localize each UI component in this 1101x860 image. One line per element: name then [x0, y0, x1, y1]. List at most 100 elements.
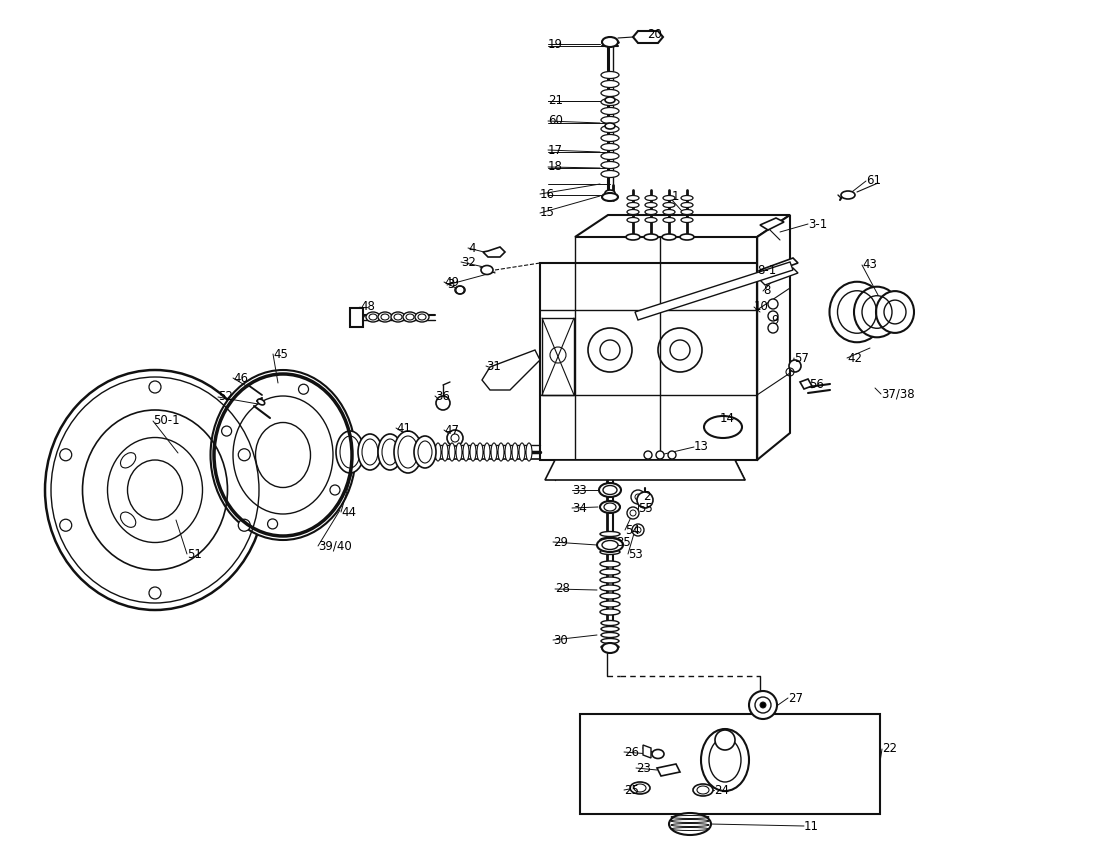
Ellipse shape — [663, 210, 675, 214]
Polygon shape — [539, 263, 757, 460]
Ellipse shape — [498, 443, 504, 461]
Text: 35: 35 — [615, 536, 631, 549]
Text: 26: 26 — [624, 746, 639, 759]
Ellipse shape — [602, 193, 618, 201]
Ellipse shape — [669, 813, 711, 835]
Ellipse shape — [601, 126, 619, 132]
Ellipse shape — [120, 512, 135, 527]
Ellipse shape — [663, 218, 675, 223]
Ellipse shape — [704, 416, 742, 438]
Text: 42: 42 — [847, 352, 862, 365]
Text: 20: 20 — [647, 28, 662, 40]
Text: 50-1: 50-1 — [153, 415, 179, 427]
Circle shape — [268, 519, 277, 529]
Text: 52: 52 — [218, 390, 233, 403]
Ellipse shape — [602, 643, 618, 653]
Text: 49: 49 — [444, 275, 459, 288]
Text: 43: 43 — [862, 259, 876, 272]
Ellipse shape — [626, 195, 639, 200]
Ellipse shape — [477, 443, 483, 461]
Text: 14: 14 — [720, 411, 735, 425]
Ellipse shape — [662, 234, 676, 240]
Ellipse shape — [481, 266, 493, 274]
Ellipse shape — [435, 443, 442, 461]
Ellipse shape — [456, 443, 462, 461]
Ellipse shape — [366, 312, 380, 322]
Text: 31: 31 — [486, 359, 501, 372]
Ellipse shape — [449, 443, 455, 461]
Text: 45: 45 — [273, 347, 287, 360]
Text: 37/38: 37/38 — [881, 388, 915, 401]
Ellipse shape — [663, 202, 675, 207]
Ellipse shape — [505, 443, 511, 461]
Ellipse shape — [491, 443, 497, 461]
Circle shape — [447, 430, 464, 446]
Ellipse shape — [601, 162, 619, 169]
Text: 34: 34 — [573, 501, 587, 514]
Circle shape — [298, 384, 308, 394]
Circle shape — [149, 381, 161, 393]
Text: 9: 9 — [771, 314, 778, 327]
Ellipse shape — [600, 561, 620, 567]
Text: 60: 60 — [548, 114, 563, 127]
Ellipse shape — [403, 312, 417, 322]
Ellipse shape — [464, 443, 469, 461]
Polygon shape — [575, 215, 791, 237]
Ellipse shape — [626, 234, 640, 240]
Text: 44: 44 — [341, 506, 356, 519]
Text: 16: 16 — [539, 187, 555, 200]
Ellipse shape — [526, 443, 532, 461]
Ellipse shape — [626, 218, 639, 223]
Ellipse shape — [336, 431, 364, 473]
Text: 19: 19 — [548, 38, 563, 51]
Circle shape — [238, 519, 250, 531]
Ellipse shape — [601, 626, 619, 631]
Text: 28: 28 — [555, 582, 570, 595]
Text: 55: 55 — [637, 502, 653, 515]
Ellipse shape — [626, 210, 639, 214]
Ellipse shape — [391, 312, 405, 322]
Ellipse shape — [601, 81, 619, 88]
Ellipse shape — [601, 116, 619, 124]
Circle shape — [760, 702, 766, 708]
Text: 8-1: 8-1 — [757, 265, 776, 278]
Text: 46: 46 — [233, 372, 248, 384]
Text: 36: 36 — [435, 390, 450, 402]
Circle shape — [221, 426, 231, 436]
Text: 24: 24 — [715, 783, 729, 796]
Ellipse shape — [470, 443, 476, 461]
Text: 48: 48 — [360, 300, 374, 314]
Ellipse shape — [841, 191, 855, 199]
Text: 2: 2 — [643, 490, 651, 503]
Polygon shape — [482, 350, 539, 390]
Text: 27: 27 — [788, 691, 803, 704]
Text: 39/40: 39/40 — [318, 539, 351, 552]
Circle shape — [436, 396, 450, 410]
Circle shape — [768, 311, 778, 321]
Ellipse shape — [693, 784, 713, 796]
Text: 17: 17 — [548, 144, 563, 157]
Ellipse shape — [680, 234, 694, 240]
Ellipse shape — [210, 370, 356, 540]
Text: 57: 57 — [794, 352, 809, 365]
Ellipse shape — [600, 601, 620, 607]
Text: 61: 61 — [866, 175, 881, 187]
Text: 41: 41 — [396, 421, 411, 434]
Text: 30: 30 — [553, 634, 568, 647]
Circle shape — [59, 519, 72, 531]
Ellipse shape — [600, 550, 620, 555]
Ellipse shape — [358, 434, 382, 470]
Ellipse shape — [455, 286, 465, 294]
Ellipse shape — [601, 108, 619, 114]
Ellipse shape — [645, 195, 657, 200]
Circle shape — [59, 449, 72, 461]
Ellipse shape — [601, 644, 619, 649]
Circle shape — [768, 323, 778, 333]
Circle shape — [637, 492, 653, 508]
Ellipse shape — [600, 585, 620, 591]
Ellipse shape — [606, 190, 615, 196]
Polygon shape — [545, 460, 745, 480]
Ellipse shape — [378, 434, 402, 470]
Polygon shape — [633, 31, 663, 43]
Ellipse shape — [442, 443, 448, 461]
